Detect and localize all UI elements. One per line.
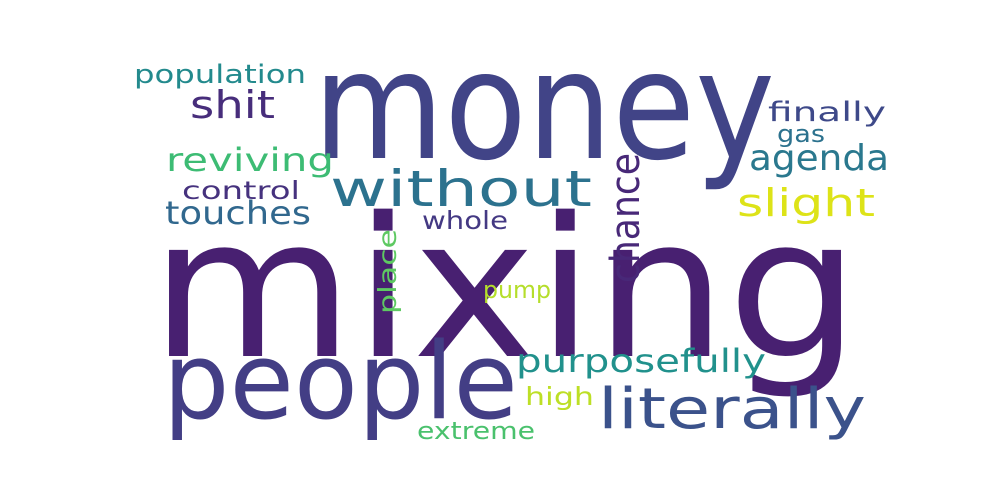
word-people: people xyxy=(163,320,518,443)
word-whole: whole xyxy=(422,206,508,235)
word-shit: shit xyxy=(190,83,275,127)
word-high: high xyxy=(525,382,594,411)
word-without: without xyxy=(330,160,592,218)
word-touches: touches xyxy=(165,194,311,232)
word-purposefully: purposefully xyxy=(516,342,766,380)
word-gas: gas xyxy=(777,120,825,148)
word-agenda: agenda xyxy=(749,138,889,179)
word-population: population xyxy=(134,60,306,90)
word-control: control xyxy=(182,176,300,205)
word-place: place xyxy=(373,229,402,314)
word-pump: pump xyxy=(483,276,551,304)
word-finally: finally xyxy=(768,97,886,128)
word-mixing: mixing xyxy=(150,176,860,402)
word-extreme: extreme xyxy=(417,417,535,445)
word-slight: slight xyxy=(737,181,875,225)
word-literally: literally xyxy=(598,377,866,442)
word-reviving: reviving xyxy=(166,141,334,179)
word-money: money xyxy=(313,20,775,194)
word-chance: chance xyxy=(603,153,649,283)
